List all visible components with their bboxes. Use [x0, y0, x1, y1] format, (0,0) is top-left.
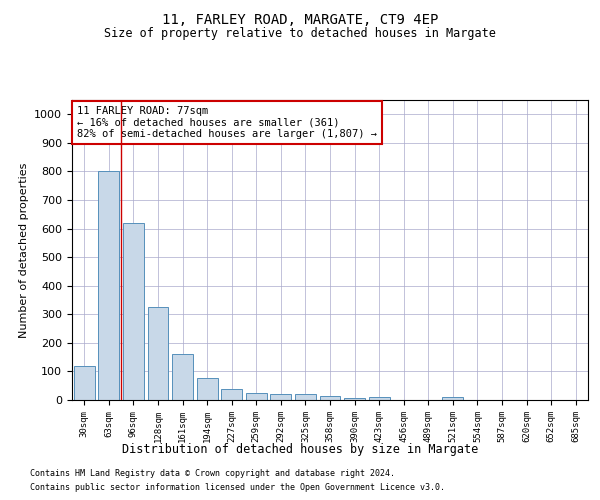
Text: Contains public sector information licensed under the Open Government Licence v3: Contains public sector information licen…	[30, 484, 445, 492]
Bar	[246, 393, 267, 400]
Bar	[74, 366, 95, 400]
Bar	[123, 223, 144, 400]
Bar	[172, 354, 193, 400]
Text: Distribution of detached houses by size in Margate: Distribution of detached houses by size …	[122, 442, 478, 456]
Bar	[442, 397, 463, 400]
Bar	[221, 389, 242, 400]
Text: 11, FARLEY ROAD, MARGATE, CT9 4EP: 11, FARLEY ROAD, MARGATE, CT9 4EP	[162, 12, 438, 26]
Bar	[271, 394, 292, 400]
Bar	[148, 307, 169, 400]
Bar	[197, 378, 218, 400]
Bar	[320, 396, 340, 400]
Text: 11 FARLEY ROAD: 77sqm
← 16% of detached houses are smaller (361)
82% of semi-det: 11 FARLEY ROAD: 77sqm ← 16% of detached …	[77, 106, 377, 139]
Text: Size of property relative to detached houses in Margate: Size of property relative to detached ho…	[104, 28, 496, 40]
Bar	[368, 397, 389, 400]
Bar	[98, 172, 119, 400]
Bar	[295, 394, 316, 400]
Y-axis label: Number of detached properties: Number of detached properties	[19, 162, 29, 338]
Bar	[344, 398, 365, 400]
Text: Contains HM Land Registry data © Crown copyright and database right 2024.: Contains HM Land Registry data © Crown c…	[30, 468, 395, 477]
